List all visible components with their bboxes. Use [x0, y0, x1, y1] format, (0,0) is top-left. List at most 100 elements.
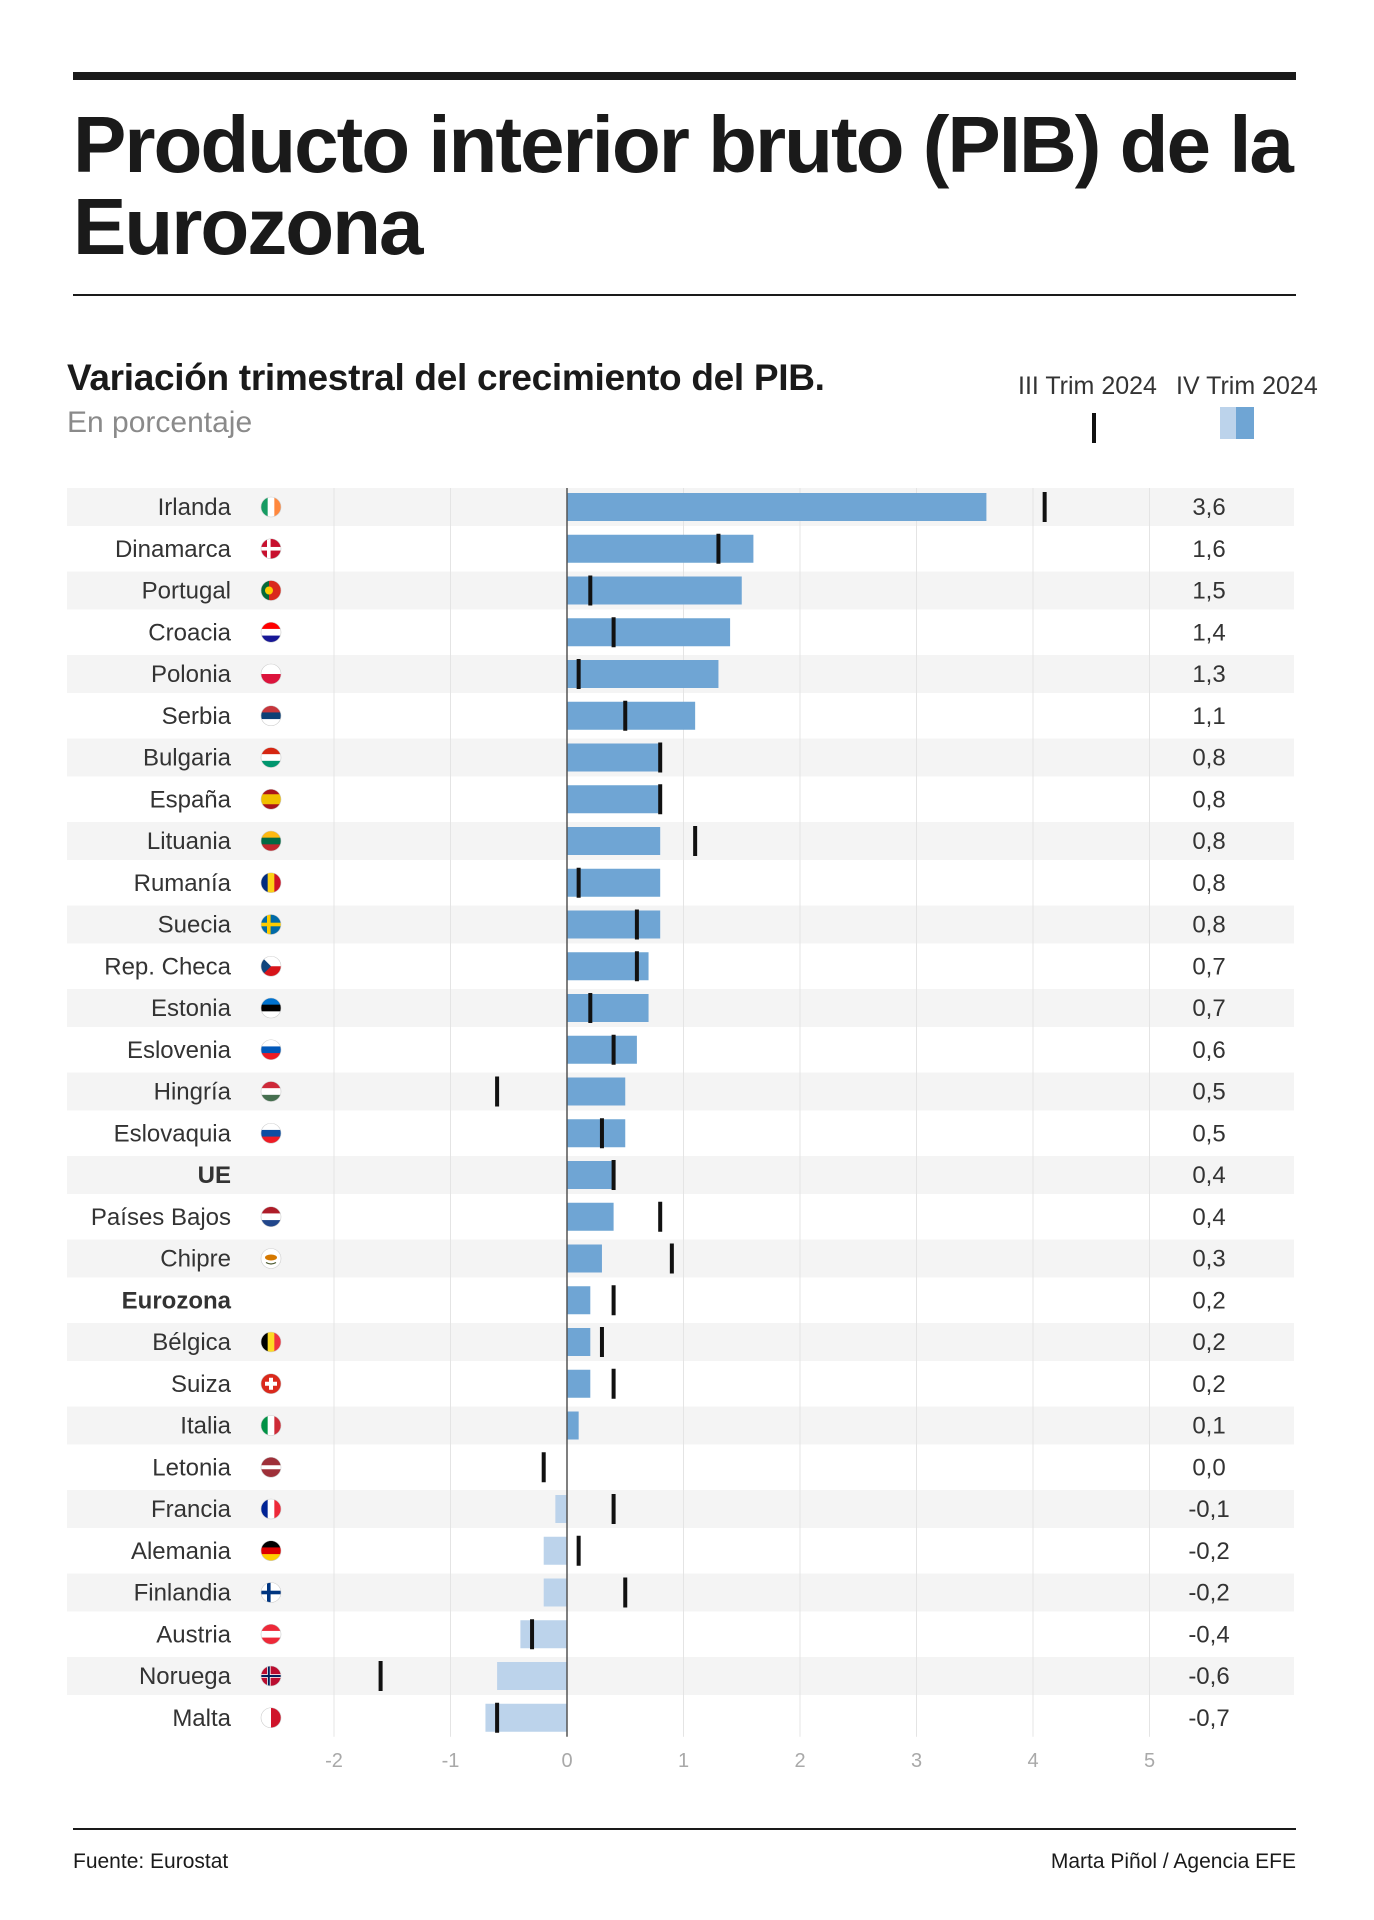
marker-q3-belgica	[599, 1327, 604, 1357]
bar-eslovenia	[567, 1035, 637, 1064]
marker-q3-croacia	[611, 617, 616, 648]
x-tick-label: 5	[1144, 1750, 1155, 1772]
bar-belgica	[567, 1328, 591, 1356]
title-rule	[73, 294, 1296, 296]
flag-outline	[260, 621, 282, 643]
flag-outline	[260, 747, 282, 768]
row-stripe	[67, 822, 1294, 860]
value-label-croacia: 1,4	[1192, 619, 1225, 646]
flag-outline	[260, 1456, 282, 1478]
bulgaria-flag-icon	[261, 747, 281, 768]
flag-outline	[260, 1540, 282, 1562]
marker-q3-austria	[530, 1619, 535, 1650]
country-label-estonia: Estonia	[151, 995, 232, 1022]
country-label-espana: España	[150, 786, 232, 813]
sweden-flag-icon	[261, 914, 281, 935]
bar-suiza	[567, 1369, 591, 1398]
value-label-eslovaquia: 0,5	[1192, 1120, 1225, 1147]
marker-q3-chipre	[669, 1243, 674, 1274]
x-tick-label: -2	[325, 1750, 343, 1772]
value-label-chipre: 0,3	[1192, 1246, 1225, 1273]
country-label-serbia: Serbia	[162, 703, 232, 730]
finland-flag-icon	[261, 1582, 281, 1603]
marker-q3-alemania	[576, 1535, 581, 1566]
country-label-ue: UE	[198, 1162, 231, 1189]
value-label-ue: 0,4	[1192, 1162, 1225, 1189]
value-label-suiza: 0,2	[1192, 1371, 1225, 1398]
marker-q3-polonia	[576, 659, 581, 689]
bar-espana	[567, 785, 661, 814]
value-label-italia: 0,1	[1192, 1413, 1225, 1440]
marker-q3-noruega	[378, 1661, 383, 1691]
marker-q3-finlandia	[623, 1577, 628, 1608]
belgium-flag-icon	[261, 1332, 281, 1352]
hungary-flag-icon	[261, 1081, 281, 1102]
row-stripe	[67, 1156, 1294, 1194]
value-label-eslovenia: 0,6	[1192, 1037, 1225, 1064]
value-label-rumania: 0,8	[1192, 870, 1225, 897]
bar-paises-bajos	[567, 1202, 614, 1231]
x-tick-label: 4	[1027, 1750, 1038, 1772]
country-label-belgica: Bélgica	[152, 1329, 231, 1356]
country-label-irlanda: Irlanda	[158, 494, 232, 521]
marker-q3-espana	[658, 784, 663, 815]
bar-portugal	[567, 576, 742, 605]
flag-outline	[260, 580, 282, 601]
bar-ue	[567, 1161, 614, 1189]
marker-q3-eslovenia	[611, 1034, 616, 1065]
country-label-malta: Malta	[172, 1705, 231, 1732]
flag-outline	[260, 496, 282, 518]
marker-q3-paises-bajos	[658, 1201, 663, 1232]
flag-outline	[260, 1373, 282, 1395]
row-stripe	[67, 738, 1294, 777]
x-tick-label: 1	[678, 1750, 689, 1772]
value-label-alemania: -0,2	[1188, 1538, 1229, 1565]
legend-swatch-positive	[1236, 407, 1254, 439]
country-label-croacia: Croacia	[148, 619, 231, 646]
value-label-eurozona: 0,2	[1192, 1287, 1225, 1314]
bar-polonia	[567, 660, 719, 688]
country-label-austria: Austria	[156, 1621, 231, 1648]
country-label-dinamarca: Dinamarca	[115, 536, 232, 563]
marker-q3-portugal	[588, 575, 593, 606]
cyprus-flag-icon	[261, 1248, 281, 1269]
flag-outline	[260, 1039, 282, 1061]
flag-outline	[260, 788, 282, 810]
flag-outline	[260, 830, 282, 852]
denmark-flag-icon	[261, 538, 281, 559]
row-stripe	[67, 1490, 1294, 1528]
marker-q3-irlanda	[1042, 492, 1047, 522]
flag-outline	[260, 1081, 282, 1102]
chart-units: En porcentaje	[67, 406, 253, 439]
serbia-flag-icon	[261, 705, 281, 726]
legend-swatch-negative	[1220, 407, 1236, 439]
value-label-rep-checa: 0,7	[1192, 953, 1225, 980]
country-label-noruega: Noruega	[139, 1663, 232, 1690]
slovenia-flag-icon	[261, 1039, 281, 1060]
france-flag-icon	[261, 1499, 281, 1519]
legend-label-q3: III Trim 2024	[1018, 372, 1157, 400]
estonia-flag-icon	[261, 998, 281, 1018]
marker-q3-rumania	[576, 867, 581, 898]
chart-subtitle: Variación trimestral del crecimiento del…	[67, 357, 825, 398]
value-label-lituania: 0,8	[1192, 828, 1225, 855]
row-stripe	[67, 1239, 1294, 1278]
czechia-flag-icon	[261, 956, 281, 977]
country-label-portugal: Portugal	[142, 578, 231, 605]
bar-irlanda	[567, 493, 987, 521]
page-title: Producto interior bruto (PIB) de la Euro…	[73, 100, 1294, 271]
value-label-serbia: 1,1	[1192, 703, 1225, 730]
country-label-bulgaria: Bulgaria	[143, 745, 232, 772]
flag-outline	[260, 1415, 282, 1436]
bar-francia	[555, 1495, 567, 1523]
germany-flag-icon	[261, 1540, 281, 1561]
country-label-rumania: Rumanía	[134, 870, 232, 897]
marker-q3-ue	[611, 1160, 616, 1190]
source-note: Fuente: Eurostat	[73, 1850, 229, 1873]
value-label-malta: -0,7	[1188, 1705, 1229, 1732]
bar-dinamarca	[567, 534, 754, 563]
value-label-bulgaria: 0,8	[1192, 745, 1225, 772]
austria-flag-icon	[261, 1624, 281, 1645]
marker-q3-francia	[611, 1494, 616, 1524]
latvia-flag-icon	[261, 1457, 281, 1478]
